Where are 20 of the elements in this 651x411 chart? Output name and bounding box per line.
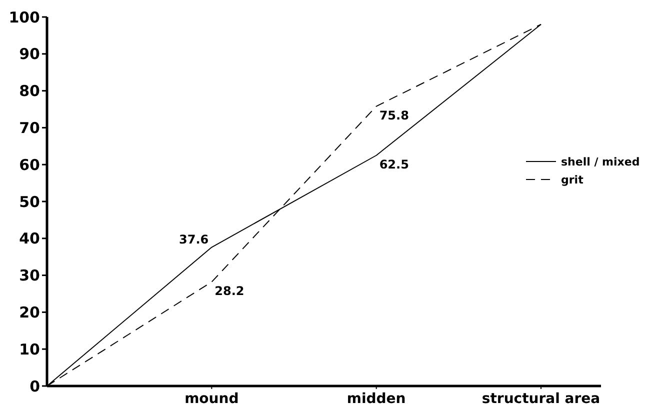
data-label: 28.2 [214,284,244,298]
y-tick-label: 0 [30,377,40,396]
y-tick-label: 10 [19,340,40,358]
data-label: 37.6 [179,232,209,246]
y-tick-label: 70 [19,118,40,137]
legend-label: grit [561,173,584,186]
legend-label: shell / mixed [561,155,640,168]
x-tick-label: mound [184,391,239,407]
y-tick-label: 80 [19,82,40,100]
data-label: 62.5 [379,157,409,172]
y-tick-label: 90 [19,45,40,64]
data-label: 75.8 [379,108,409,122]
y-tick-label: 20 [19,303,40,322]
y-tick-label: 40 [19,230,40,248]
x-tick-label: midden [346,391,406,407]
x-tick-label: structural area [482,391,600,407]
y-tick-label: 30 [19,266,40,285]
y-tick-label: 100 [8,8,40,26]
y-tick-label: 60 [19,156,40,174]
y-tick-label: 50 [19,192,40,211]
